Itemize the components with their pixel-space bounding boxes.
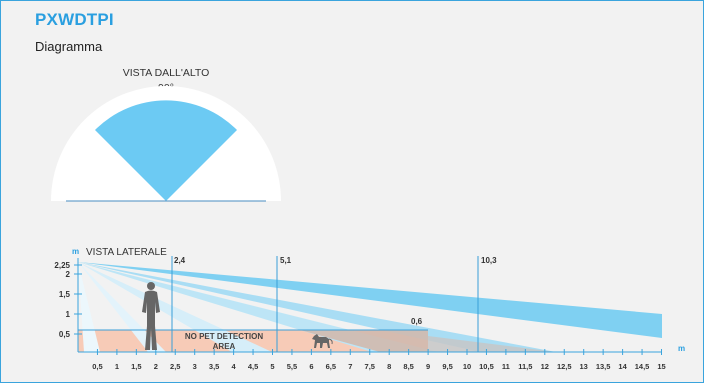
x-tick-label: 5,5 xyxy=(287,362,297,371)
x-tick-label: 0,5 xyxy=(92,362,102,371)
diagram-subtitle: Diagramma xyxy=(35,39,103,54)
top-view: VISTA DALL'ALTO 90° xyxy=(51,67,281,202)
x-tick-label: 11,5 xyxy=(518,362,532,371)
x-tick-label: 3,5 xyxy=(209,362,219,371)
x-tick-label: 9,5 xyxy=(442,362,452,371)
x-tick-label: 14 xyxy=(618,362,627,371)
beam-overlap-ground xyxy=(428,336,556,352)
beam-mid xyxy=(78,262,556,352)
no-pet-label: AREA xyxy=(213,342,236,351)
person-silhouette-icon xyxy=(142,282,160,350)
top-view-label: VISTA DALL'ALTO xyxy=(123,67,210,79)
x-tick-label: 10 xyxy=(463,362,471,371)
beam-overlap-pet xyxy=(300,330,428,352)
y-tick-label: 1,5 xyxy=(59,290,71,299)
pet-threshold-label: 0,6 xyxy=(411,317,423,326)
top-view-cone xyxy=(95,100,237,201)
side-view-label: VISTA LATERALE xyxy=(86,247,167,258)
no-pet-label: NO PET DETECTION xyxy=(185,332,263,341)
x-tick-label: 9 xyxy=(426,362,430,371)
x-tick-label: 1,5 xyxy=(131,362,141,371)
x-tick-label: 6 xyxy=(309,362,313,371)
product-title: PXWDTPI xyxy=(35,10,114,29)
x-tick-label: 8,5 xyxy=(403,362,413,371)
x-ticks: 0,5 1 1,5 2 2,5 3 3,5 4 4,5 5 5,5 6 6,5 7 7,5 8 8,5 9 9,5 1… xyxy=(92,349,666,371)
x-tick-label: 8 xyxy=(387,362,391,371)
x-tick-label: 10,5 xyxy=(479,362,494,371)
marker-label: 5,1 xyxy=(280,256,292,265)
x-tick-label: 14,5 xyxy=(635,362,650,371)
marker-label: 10,3 xyxy=(481,256,497,265)
beam-far xyxy=(78,262,662,338)
x-tick-label: 2,5 xyxy=(170,362,180,371)
x-tick-label: 12 xyxy=(541,362,549,371)
side-view: m VISTA LATERALE 2,25 2 1,5 1 0,5 m 0,5 1… xyxy=(54,247,685,371)
y-tick-label: 1 xyxy=(66,310,71,319)
x-tick-label: 15 xyxy=(657,362,665,371)
marker-label: 2,4 xyxy=(174,256,186,265)
x-tick-label: 2 xyxy=(154,362,158,371)
y-tick-label: 0,5 xyxy=(59,330,71,339)
x-tick-label: 3 xyxy=(193,362,197,371)
y-axis-unit: m xyxy=(72,247,79,256)
x-tick-label: 5 xyxy=(270,362,274,371)
x-axis-unit: m xyxy=(678,344,685,353)
dog-icon xyxy=(312,334,333,348)
x-tick-label: 4,5 xyxy=(248,362,258,371)
x-tick-label: 7,5 xyxy=(365,362,375,371)
x-tick-label: 11 xyxy=(502,362,510,371)
x-tick-label: 7 xyxy=(348,362,352,371)
x-tick-label: 13 xyxy=(580,362,588,371)
x-tick-label: 4 xyxy=(232,362,237,371)
y-tick-label: 2,25 xyxy=(54,261,70,270)
x-tick-label: 13,5 xyxy=(596,362,611,371)
x-tick-label: 12,5 xyxy=(557,362,572,371)
x-tick-label: 1 xyxy=(115,362,119,371)
x-tick-label: 6,5 xyxy=(326,362,336,371)
y-tick-label: 2 xyxy=(66,270,71,279)
